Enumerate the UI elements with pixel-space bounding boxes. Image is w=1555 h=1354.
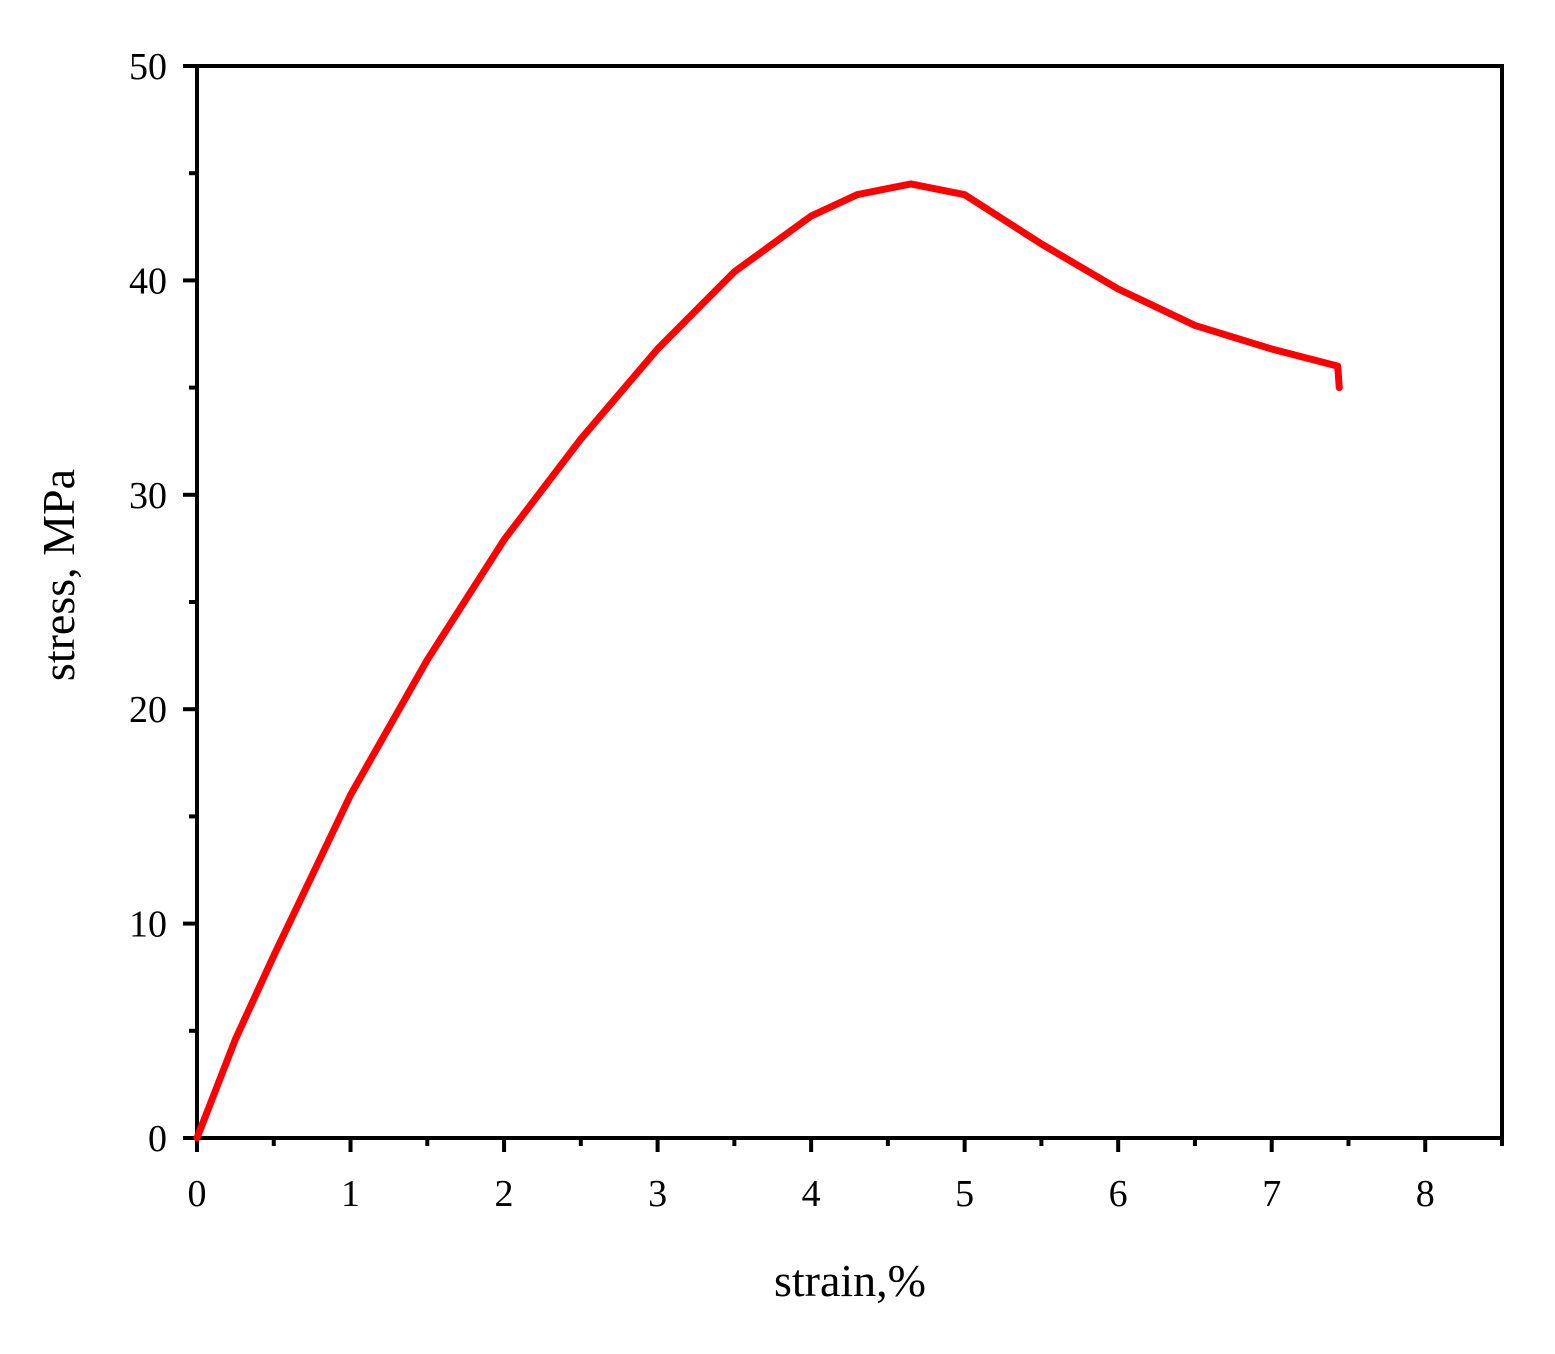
y-tick-label: 30 (129, 475, 167, 517)
x-tick-label: 3 (648, 1173, 667, 1215)
x-tick-label: 8 (1416, 1173, 1435, 1215)
x-tick-label: 5 (955, 1173, 974, 1215)
y-tick-label: 50 (129, 46, 167, 88)
x-tick-label: 6 (1109, 1173, 1128, 1215)
y-tick-label: 40 (129, 260, 167, 302)
x-tick-label: 2 (495, 1173, 514, 1215)
x-tick-label: 7 (1262, 1173, 1281, 1215)
y-tick-label: 10 (129, 904, 167, 946)
y-axis-label: stress, MPa (33, 469, 84, 681)
x-tick-label: 4 (802, 1173, 821, 1215)
x-axis-label: strain,% (774, 1255, 926, 1306)
data-line (193, 180, 1343, 1142)
x-tick-label: 0 (188, 1173, 207, 1215)
y-tick-label: 0 (148, 1118, 167, 1160)
x-tick-label: 1 (341, 1173, 360, 1215)
y-tick-label: 20 (129, 689, 167, 731)
plot-frame (195, 64, 1504, 1140)
